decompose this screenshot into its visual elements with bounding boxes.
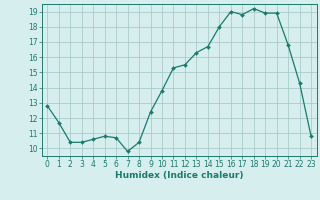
X-axis label: Humidex (Indice chaleur): Humidex (Indice chaleur) xyxy=(115,171,244,180)
